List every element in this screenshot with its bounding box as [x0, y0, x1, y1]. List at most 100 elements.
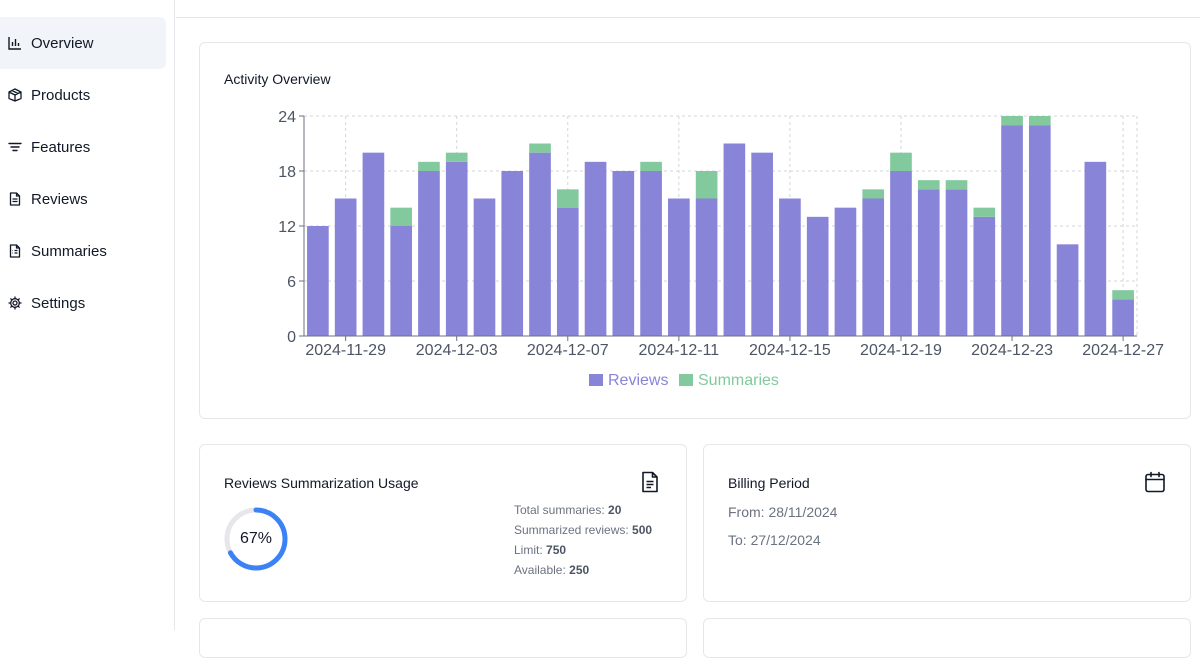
bar-reviews: [556, 207, 579, 336]
box-icon: [8, 88, 22, 102]
stat-total-summaries: Total summaries: 20: [514, 503, 622, 517]
sidebar-item-features[interactable]: Features: [0, 121, 166, 173]
bar-reviews: [473, 198, 496, 336]
x-tick-label: 2024-12-03: [416, 342, 498, 359]
bar-reviews: [834, 207, 857, 336]
x-tick-label: 2024-12-23: [971, 342, 1053, 359]
sidebar-item-label: Reviews: [31, 190, 88, 208]
card-title: Billing Period: [728, 475, 810, 491]
bar-summaries: [418, 161, 440, 171]
top-bar: [176, 0, 1200, 18]
usage-progress-ring: [224, 507, 288, 571]
bar-reviews: [334, 198, 357, 336]
sidebar-item-overview[interactable]: Overview: [0, 17, 166, 69]
billing-to: To: 27/12/2024: [728, 532, 821, 548]
card-title: Activity Overview: [224, 71, 331, 87]
legend-label-reviews: Reviews: [608, 372, 668, 389]
bar-summaries: [445, 152, 468, 162]
bar-summaries: [973, 207, 996, 217]
bar-reviews: [806, 216, 829, 336]
sidebar-item-summaries[interactable]: Summaries: [0, 225, 166, 277]
bar-reviews: [890, 171, 912, 336]
sidebar-item-settings[interactable]: Settings: [0, 277, 166, 329]
bar-reviews: [973, 216, 996, 336]
document-icon: [640, 471, 660, 493]
bar-summaries: [390, 207, 413, 226]
sidebar-item-label: Summaries: [31, 242, 107, 260]
calendar-icon: [1144, 471, 1166, 493]
x-tick-label: 2024-11-29: [305, 342, 386, 359]
x-tick-label: 2024-12-15: [749, 342, 831, 359]
bar-summaries: [640, 161, 662, 171]
bar-summaries: [862, 189, 885, 199]
bar-reviews: [723, 143, 746, 336]
bar-reviews: [362, 152, 385, 336]
bar-reviews: [917, 189, 940, 336]
bar-summaries: [1001, 116, 1023, 126]
bar-chart-icon: [8, 36, 22, 50]
x-tick-label: 2024-12-07: [527, 342, 609, 359]
bar-reviews: [390, 226, 413, 336]
document-icon: [8, 192, 22, 206]
stat-limit: Limit: 750: [514, 543, 567, 557]
bar-reviews: [445, 161, 468, 336]
bar-summaries: [945, 180, 968, 190]
bar-reviews: [1084, 161, 1107, 336]
activity-overview-card: Activity Overview 0 6 12 18 24 2024-11-29 2024…: [199, 42, 1191, 419]
sidebar: Overview Products Features Reviews Summa…: [0, 0, 175, 630]
card-partial: [703, 618, 1191, 658]
sidebar-item-reviews[interactable]: Reviews: [0, 173, 166, 225]
bar-reviews: [751, 152, 773, 336]
bar-reviews: [501, 171, 524, 336]
bar-reviews: [418, 171, 440, 336]
bar-reviews: [1056, 244, 1079, 336]
bar-reviews: [612, 171, 635, 336]
x-tick-label: 2024-12-11: [639, 342, 720, 359]
bar-summaries: [695, 171, 718, 199]
stat-available: Available: 250: [514, 563, 590, 577]
bar-summaries: [556, 189, 579, 208]
bar-summaries: [529, 143, 551, 153]
bar-reviews: [862, 198, 885, 336]
bar-reviews: [1001, 125, 1023, 336]
bar-reviews: [307, 226, 329, 336]
y-tick-label: 12: [278, 219, 296, 236]
bar-summaries: [890, 152, 912, 171]
bar-reviews: [529, 152, 551, 336]
bar-reviews: [779, 198, 801, 336]
y-tick-label: 6: [287, 274, 296, 291]
card-partial: [199, 618, 687, 658]
bar-reviews: [668, 198, 690, 336]
legend-swatch-reviews: [589, 374, 603, 386]
bar-reviews: [945, 189, 968, 336]
bar-reviews: [640, 171, 662, 336]
gear-icon: [8, 296, 22, 310]
billing-from: From: 28/11/2024: [728, 504, 838, 520]
bar-summaries: [1028, 116, 1051, 126]
bar-summaries: [1112, 290, 1134, 300]
x-tick-label: 2024-12-27: [1082, 342, 1164, 359]
card-title: Reviews Summarization Usage: [224, 475, 419, 491]
sidebar-item-label: Overview: [31, 34, 94, 52]
y-tick-label: 18: [278, 164, 296, 181]
bar-reviews: [1028, 125, 1051, 336]
bar-reviews: [695, 198, 718, 336]
legend-swatch-summaries: [679, 374, 693, 386]
bar-summaries: [917, 180, 940, 190]
bar-reviews: [584, 161, 607, 336]
billing-card: Billing Period From: 28/11/2024 To: 27/1…: [703, 444, 1191, 602]
usage-card: Reviews Summarization Usage 67% Total su…: [199, 444, 687, 602]
legend-label-summaries: Summaries: [698, 372, 779, 389]
document-list-icon: [8, 244, 22, 258]
sidebar-item-label: Products: [31, 86, 91, 104]
sidebar-item-products[interactable]: Products: [0, 69, 166, 121]
bar-reviews: [1112, 299, 1134, 336]
stat-summarized-reviews: Summarized reviews: 500: [514, 523, 653, 537]
sidebar-item-label: Settings: [31, 294, 86, 312]
usage-percent: 67%: [239, 530, 273, 547]
y-tick-label: 0: [287, 329, 296, 346]
activity-chart: 0 6 12 18 24 2024-11-29 2024-12-03 2024-12-07 20…: [278, 109, 1164, 389]
x-tick-label: 2024-12-19: [860, 342, 942, 359]
y-tick-label: 24: [278, 109, 296, 126]
sidebar-item-label: Features: [31, 138, 91, 156]
